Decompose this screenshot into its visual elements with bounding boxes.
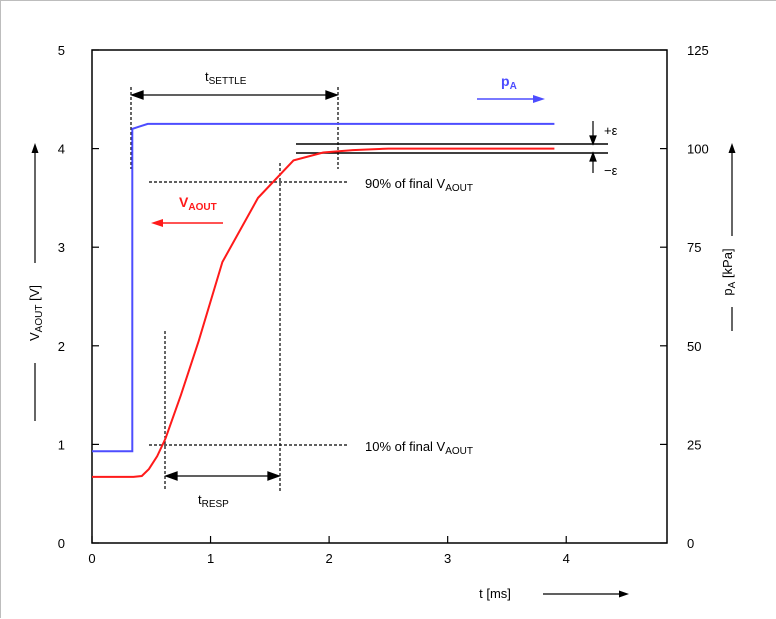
t-settle-label: tSETTLE	[205, 69, 247, 87]
level-90-label: 90% of final VAOUT	[365, 176, 473, 194]
right-tick-label: 125	[687, 43, 709, 58]
pressure-series-line	[92, 122, 555, 453]
x-tick-label: 4	[563, 551, 570, 566]
t-settle-arrow	[130, 90, 339, 100]
x-axis-arrow	[543, 590, 629, 598]
x-tick-label: 0	[88, 551, 95, 566]
right-axis-arrows	[728, 143, 736, 331]
minus-epsilon-label: −ε	[604, 163, 618, 178]
left-tick-label: 4	[58, 142, 65, 157]
right-tick-label: 100	[687, 142, 709, 157]
svg-text:pA [kPa]: pA [kPa]	[720, 248, 738, 295]
right-axis-label: pA [kPa]	[720, 248, 738, 295]
svg-text:VAOUT [V]: VAOUT [V]	[27, 285, 45, 341]
right-tick-label: 50	[687, 339, 701, 354]
left-tick-label: 2	[58, 339, 65, 354]
x-tick-label: 2	[325, 551, 332, 566]
left-axis-arrows	[31, 143, 39, 421]
tolerance-band	[296, 143, 608, 154]
right-tick-label: 25	[687, 437, 701, 452]
guide-lines	[130, 87, 347, 491]
right-tick-label: 75	[687, 240, 701, 255]
right-axis-ticks: 0 25 50 75 100 125	[660, 43, 709, 551]
x-tick-label: 1	[207, 551, 214, 566]
x-axis-ticks: 0 1 2 3 4	[88, 536, 570, 566]
plus-epsilon-label: +ε	[604, 123, 618, 138]
x-tick-label: 3	[444, 551, 451, 566]
left-tick-label: 5	[58, 43, 65, 58]
pressure-series-label: pA	[501, 73, 517, 92]
left-axis-label: VAOUT [V]	[27, 285, 45, 341]
right-tick-label: 0	[687, 536, 694, 551]
left-tick-label: 0	[58, 536, 65, 551]
left-tick-label: 1	[58, 437, 65, 452]
x-axis-label: t [ms]	[479, 586, 511, 601]
plot-area	[91, 49, 668, 544]
t-resp-arrow	[164, 471, 281, 481]
t-resp-label: tRESP	[198, 492, 229, 510]
pressure-direction-arrow	[477, 95, 545, 103]
voltage-series-label: VAOUT	[179, 194, 217, 213]
left-axis-ticks: 0 1 2 3 4 5	[58, 43, 99, 551]
epsilon-markers	[589, 121, 597, 173]
voltage-series-line	[92, 147, 555, 478]
voltage-direction-arrow	[151, 219, 223, 227]
left-tick-label: 3	[58, 240, 65, 255]
level-10-label: 10% of final VAOUT	[365, 439, 473, 457]
